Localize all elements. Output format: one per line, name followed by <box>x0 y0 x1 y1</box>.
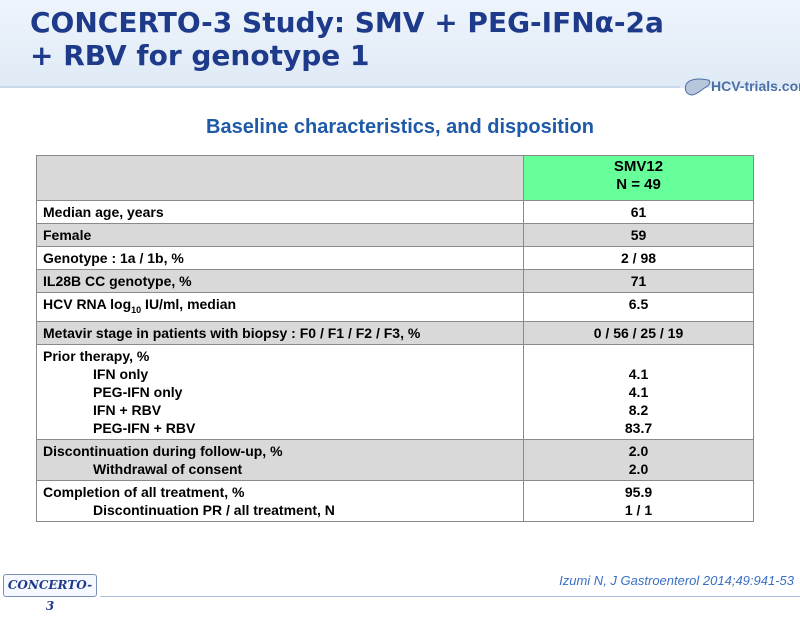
row-label: HCV RNA log10 IU/ml, median <box>36 292 524 322</box>
row-label-sub: 10 <box>131 304 142 315</box>
sub-row-label: Withdrawal of consent <box>93 460 243 477</box>
footer-divider <box>100 596 800 597</box>
sub-row-value: 4.1 <box>628 383 649 400</box>
table-row: Prior therapy, % IFN only PEG-IFN only I… <box>36 343 754 440</box>
row-label: Prior therapy, % IFN only PEG-IFN only I… <box>36 343 524 440</box>
row-value: 61 <box>523 200 754 224</box>
table-row: Genotype : 1a / 1b, % 2 / 98 <box>36 246 754 270</box>
table-row: HCV RNA log10 IU/ml, median 6.5 <box>36 292 754 322</box>
arm-name: SMV12 <box>613 158 664 175</box>
discontinuation-value: 2.0 <box>628 442 649 459</box>
sub-row-value: 83.7 <box>624 419 653 436</box>
row-label-pre: HCV RNA log <box>43 296 132 312</box>
discontinuation-label: Discontinuation during follow-up, % <box>43 442 283 459</box>
title-banner <box>0 0 800 88</box>
sub-row-label: IFN only <box>93 365 149 382</box>
sub-row-value: 1 / 1 <box>624 501 653 518</box>
table-row: Female 59 <box>36 223 754 247</box>
sub-row-value: 2.0 <box>628 460 649 477</box>
hcv-trials-logo: HCV-trials.com <box>684 76 800 98</box>
reference-citation: Izumi N, J Gastroenterol 2014;49:941-53 <box>559 573 794 588</box>
row-value: 59 <box>523 223 754 247</box>
table-row: Discontinuation during follow-up, % With… <box>36 438 754 481</box>
row-label: IL28B CC genotype, % <box>36 269 524 293</box>
sub-row-value: 8.2 <box>628 401 649 418</box>
empty-value <box>530 347 747 365</box>
row-label: Metavir stage in patients with biopsy : … <box>36 320 524 345</box>
arm-n: N = 49 <box>616 176 661 193</box>
sub-row-label: PEG-IFN + RBV <box>93 419 196 436</box>
row-value: 2.0 2.0 <box>523 438 754 481</box>
table-row: IL28B CC genotype, % 71 <box>36 269 754 293</box>
row-label: Discontinuation during follow-up, % With… <box>36 438 524 481</box>
slide-title-line1: CONCERTO-3 Study: SMV + PEG-IFNα-2a <box>30 6 664 39</box>
row-value: 95.9 1 / 1 <box>523 479 754 522</box>
table-row: Metavir stage in patients with biopsy : … <box>36 320 754 345</box>
slide-title: CONCERTO-3 Study: SMV + PEG-IFNα-2a + RB… <box>30 6 664 72</box>
row-value: 71 <box>523 269 754 293</box>
slide-title-line2: + RBV for genotype 1 <box>30 39 370 72</box>
row-label: Median age, years <box>36 200 524 224</box>
row-value: 2 / 98 <box>523 246 754 270</box>
header-blank-cell <box>36 155 524 201</box>
liver-icon <box>684 78 711 96</box>
table-row: Completion of all treatment, % Discontin… <box>36 479 754 522</box>
sub-row-label: IFN + RBV <box>93 401 162 418</box>
table-row: Median age, years 61 <box>36 200 754 224</box>
sub-row-label: PEG-IFN only <box>93 383 183 400</box>
row-value: 4.1 4.1 8.2 83.7 <box>523 343 754 440</box>
arm-header-cell: SMV12 N = 49 <box>523 155 754 201</box>
row-label: Genotype : 1a / 1b, % <box>36 246 524 270</box>
completion-value: 95.9 <box>624 483 653 500</box>
sub-row-label: Discontinuation PR / all treatment, N <box>93 501 335 518</box>
prior-therapy-label: Prior therapy, % <box>43 347 150 364</box>
completion-label: Completion of all treatment, % <box>43 483 245 500</box>
row-label: Completion of all treatment, % Discontin… <box>36 479 524 522</box>
logo-text: HCV-trials.com <box>711 78 800 94</box>
section-subtitle: Baseline characteristics, and dispositio… <box>206 116 594 138</box>
row-value: 0 / 56 / 25 / 19 <box>523 320 754 345</box>
table-header-row: SMV12 N = 49 <box>36 155 754 201</box>
sub-row-value: 4.1 <box>628 365 649 382</box>
row-label-post: IU/ml, median <box>141 296 237 312</box>
row-label: Female <box>36 223 524 247</box>
title-divider <box>0 86 680 88</box>
row-value: 6.5 <box>523 292 754 322</box>
study-badge: CONCERTO-3 <box>3 574 97 613</box>
baseline-table: SMV12 N = 49 Median age, years 61 Female… <box>36 155 754 522</box>
